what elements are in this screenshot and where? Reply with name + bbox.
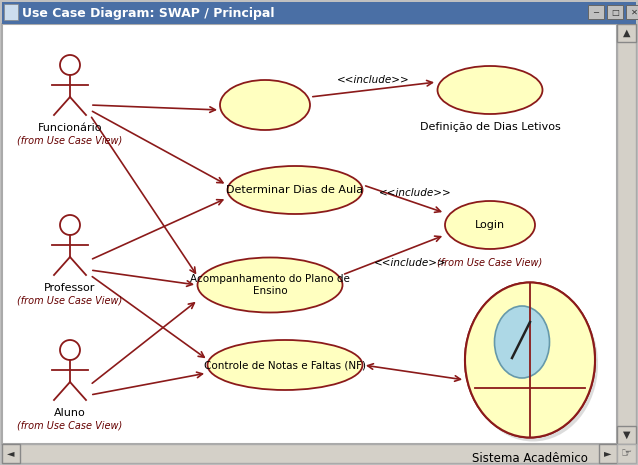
FancyBboxPatch shape bbox=[4, 4, 18, 20]
Text: Professor: Professor bbox=[44, 283, 96, 293]
FancyBboxPatch shape bbox=[617, 24, 636, 42]
Ellipse shape bbox=[220, 80, 310, 130]
FancyBboxPatch shape bbox=[2, 2, 636, 24]
FancyBboxPatch shape bbox=[2, 444, 20, 463]
FancyBboxPatch shape bbox=[2, 444, 617, 463]
Text: Definição de Dias Letivos: Definição de Dias Letivos bbox=[420, 122, 560, 132]
Text: <<include>>: <<include>> bbox=[378, 188, 451, 198]
Ellipse shape bbox=[468, 286, 598, 441]
Text: Login: Login bbox=[475, 220, 505, 230]
FancyBboxPatch shape bbox=[607, 5, 623, 19]
Text: ▼: ▼ bbox=[623, 430, 630, 440]
Text: Controle de Notas e Faltas (NF): Controle de Notas e Faltas (NF) bbox=[204, 360, 366, 370]
Ellipse shape bbox=[494, 306, 549, 378]
Ellipse shape bbox=[198, 258, 343, 312]
Text: ─: ─ bbox=[593, 7, 598, 16]
FancyBboxPatch shape bbox=[617, 444, 636, 463]
Text: ◄: ◄ bbox=[7, 449, 15, 458]
Text: <<include>>: <<include>> bbox=[337, 75, 410, 85]
Text: <<include>>: <<include>> bbox=[374, 258, 447, 268]
Text: Acompanhamento do Plano de
Ensino: Acompanhamento do Plano de Ensino bbox=[190, 274, 350, 296]
Text: Funcionário: Funcionário bbox=[38, 123, 102, 133]
Ellipse shape bbox=[465, 283, 595, 438]
Text: (from Use Case View): (from Use Case View) bbox=[17, 135, 122, 145]
FancyBboxPatch shape bbox=[626, 5, 638, 19]
Ellipse shape bbox=[438, 66, 542, 114]
Text: Use Case Diagram: SWAP / Principal: Use Case Diagram: SWAP / Principal bbox=[22, 7, 274, 20]
Text: ✕: ✕ bbox=[630, 7, 637, 16]
FancyBboxPatch shape bbox=[2, 24, 617, 444]
Text: ►: ► bbox=[604, 449, 612, 458]
FancyBboxPatch shape bbox=[599, 444, 617, 463]
FancyBboxPatch shape bbox=[617, 426, 636, 444]
Text: Sistema Acadêmico: Sistema Acadêmico bbox=[472, 452, 588, 465]
Text: Determinar Dias de Aula: Determinar Dias de Aula bbox=[226, 185, 364, 195]
Text: (from Use Case View): (from Use Case View) bbox=[17, 420, 122, 430]
Text: ☞: ☞ bbox=[621, 447, 632, 460]
Text: (from Use Case View): (from Use Case View) bbox=[17, 295, 122, 305]
FancyBboxPatch shape bbox=[617, 24, 636, 444]
Ellipse shape bbox=[465, 283, 595, 438]
FancyBboxPatch shape bbox=[588, 5, 604, 19]
Text: (from Use Case View): (from Use Case View) bbox=[438, 257, 543, 267]
Text: Aluno: Aluno bbox=[54, 408, 86, 418]
Ellipse shape bbox=[228, 166, 362, 214]
Ellipse shape bbox=[445, 201, 535, 249]
Ellipse shape bbox=[207, 340, 362, 390]
Text: ▲: ▲ bbox=[623, 28, 630, 38]
Text: □: □ bbox=[611, 7, 619, 16]
